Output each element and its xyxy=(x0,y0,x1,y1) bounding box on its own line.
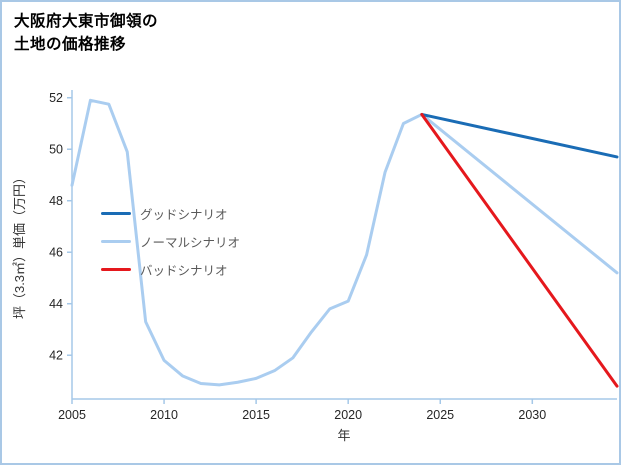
y-axis-label: 坪（3.3㎡）単価（万円） xyxy=(12,171,27,319)
x-tick-label: 2005 xyxy=(58,408,86,422)
chart-title-line2: 土地の価格推移 xyxy=(14,36,127,54)
chart-title: 大阪府大東市御領の 土地の価格推移 xyxy=(14,10,158,57)
legend-item-normal-scenario: ノーマルシナリオ xyxy=(101,232,240,250)
legend-item-good-scenario: グッドシナリオ xyxy=(101,204,240,222)
x-tick-label: 2010 xyxy=(150,408,178,422)
x-tick-label: 2025 xyxy=(426,408,454,422)
y-tick-label: 48 xyxy=(49,194,63,208)
y-tick-label: 50 xyxy=(49,143,63,157)
series-line xyxy=(420,112,619,159)
legend: グッドシナリオ ノーマルシナリオ バッドシナリオ xyxy=(101,204,240,278)
y-tick-label: 46 xyxy=(49,246,63,260)
x-tick-label: 2030 xyxy=(518,408,546,422)
x-axis-label: 年 xyxy=(337,428,350,443)
legend-label-good-scenario: グッドシナリオ xyxy=(140,207,228,222)
bad-scenario-line-swatch xyxy=(101,267,131,271)
legend-label-normal-scenario: ノーマルシナリオ xyxy=(140,235,241,250)
good-scenario-line-swatch xyxy=(101,211,131,215)
x-tick-label: 2015 xyxy=(242,408,270,422)
y-tick-label: 42 xyxy=(49,349,63,363)
legend-item-bad-scenario: バッドシナリオ xyxy=(101,260,240,278)
normal-scenario-line-swatch xyxy=(101,239,131,243)
series-line xyxy=(420,112,619,388)
y-tick-label: 44 xyxy=(49,297,63,311)
legend-label-bad-scenario: バッドシナリオ xyxy=(140,263,228,278)
chart-title-line1: 大阪府大東市御領の xyxy=(14,13,159,30)
y-tick-label: 52 xyxy=(49,91,63,105)
series-line xyxy=(70,98,619,387)
x-tick-label: 2020 xyxy=(334,408,362,422)
